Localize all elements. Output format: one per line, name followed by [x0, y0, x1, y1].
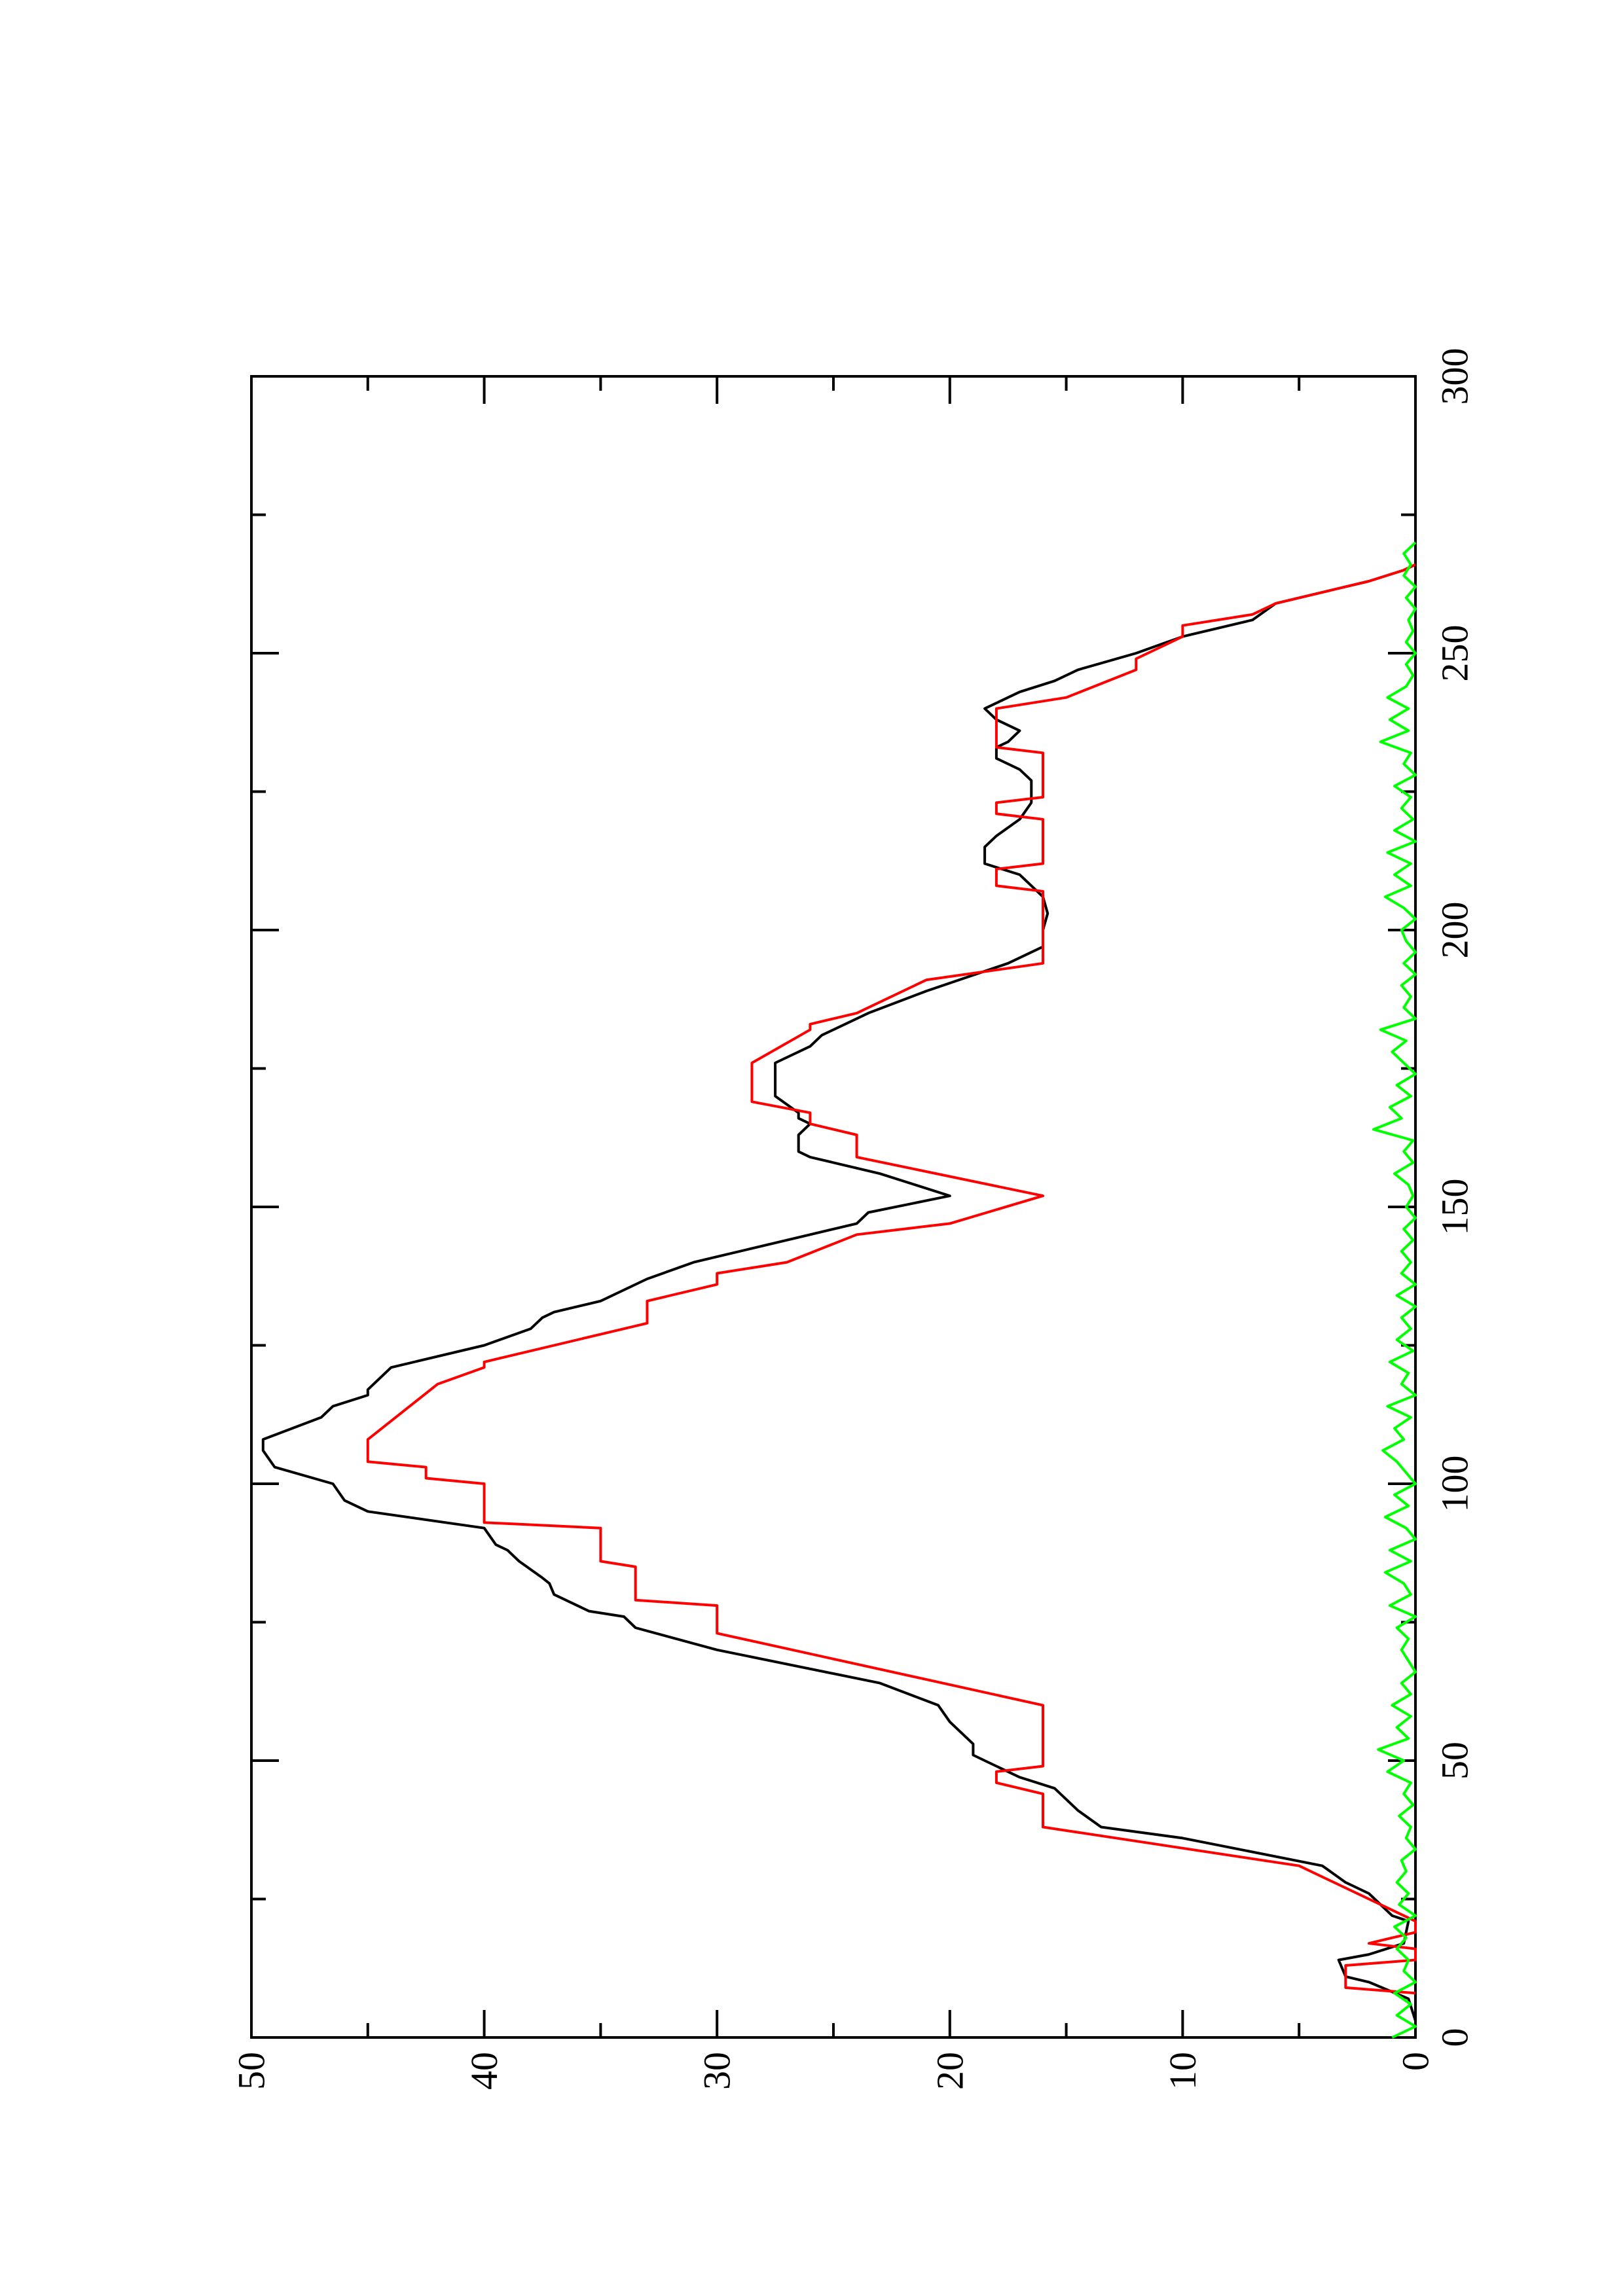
y-axis-tick-labels: 0 10 20 30 40 50	[230, 2052, 1437, 2090]
x-tick-label: 250	[1434, 625, 1476, 682]
x-tick-label: 50	[1434, 1742, 1476, 1780]
y-tick-label: 10	[1161, 2052, 1204, 2090]
x-tick-label: 100	[1434, 1456, 1476, 1513]
plot-frame	[250, 375, 1417, 2039]
x-axis-tick-labels: 0 50 100 150 200 250 300	[1434, 348, 1476, 2047]
series-line-3	[1372, 541, 1417, 2039]
x-tick-label: 200	[1434, 902, 1476, 959]
series-line-1	[261, 563, 1417, 2037]
y-tick-label: 40	[463, 2052, 505, 2090]
y-tick-label: 50	[230, 2052, 273, 2090]
minor-ticks	[251, 376, 1415, 2037]
y-tick-label: 20	[928, 2052, 971, 2090]
x-tick-label: 300	[1434, 348, 1476, 405]
series-line-2	[366, 563, 1417, 1995]
major-ticks	[250, 375, 1417, 2039]
x-tick-label: 150	[1434, 1179, 1476, 1236]
y-tick-label: 0	[1395, 2052, 1437, 2071]
series-layer	[261, 541, 1417, 2039]
x-tick-label: 0	[1434, 2028, 1476, 2047]
y-tick-label: 30	[696, 2052, 739, 2090]
